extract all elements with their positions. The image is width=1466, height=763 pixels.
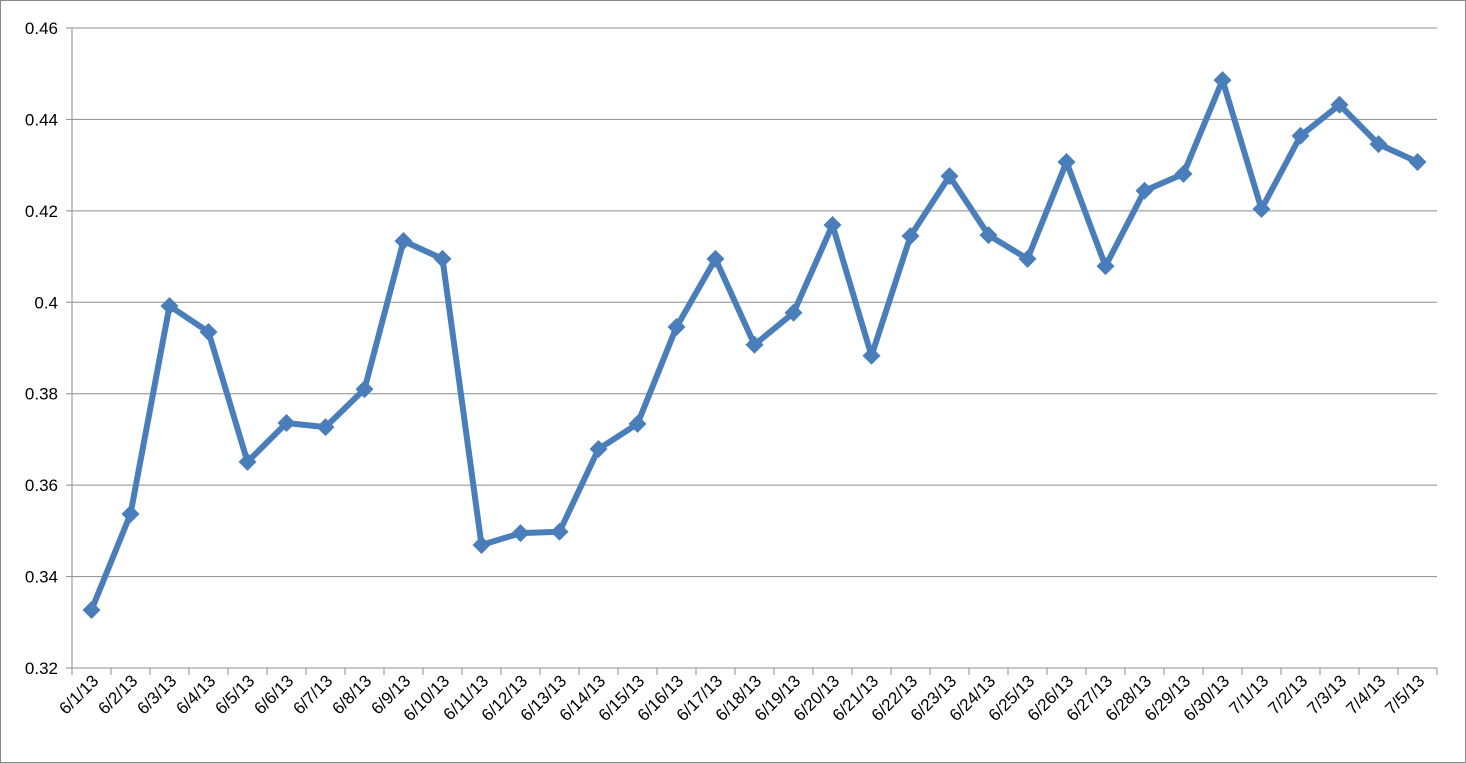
y-tick-label: 0.46	[25, 19, 58, 38]
data-point	[823, 216, 842, 235]
data-point	[901, 227, 920, 245]
data-point	[1408, 152, 1427, 171]
data-point	[979, 226, 998, 245]
data-point	[862, 346, 881, 365]
data-point	[394, 232, 413, 251]
y-tick-label: 0.36	[25, 476, 58, 495]
data-point	[355, 380, 374, 399]
data-point	[82, 600, 101, 619]
data-point	[160, 296, 179, 315]
y-tick-label: 0.34	[25, 568, 58, 587]
data-point	[706, 249, 725, 268]
y-tick-label: 0.32	[25, 659, 58, 678]
data-point	[433, 249, 452, 268]
data-point	[784, 303, 803, 322]
data-point	[472, 536, 491, 555]
y-tick-label: 0.4	[34, 293, 58, 312]
data-point	[550, 522, 569, 541]
data-point	[1213, 71, 1232, 90]
data-point	[1096, 257, 1115, 276]
y-tick-label: 0.42	[25, 202, 58, 221]
data-point	[511, 524, 530, 543]
data-point	[1174, 164, 1193, 183]
data-point	[589, 440, 608, 459]
data-point	[1369, 135, 1388, 154]
data-point	[1018, 249, 1037, 268]
data-point	[1135, 181, 1154, 200]
data-point	[316, 418, 335, 437]
data-point	[277, 413, 296, 432]
data-point	[1252, 200, 1271, 219]
data-point	[199, 323, 218, 341]
y-tick-label: 0.44	[25, 110, 58, 129]
data-point	[667, 317, 686, 336]
data-point	[1057, 152, 1076, 171]
data-point	[940, 167, 959, 186]
data-point	[121, 504, 140, 523]
data-point	[745, 335, 764, 354]
data-point	[1330, 95, 1349, 114]
y-tick-label: 0.38	[25, 385, 58, 404]
data-point	[238, 452, 257, 471]
data-point	[628, 414, 647, 433]
data-point	[1291, 126, 1310, 145]
